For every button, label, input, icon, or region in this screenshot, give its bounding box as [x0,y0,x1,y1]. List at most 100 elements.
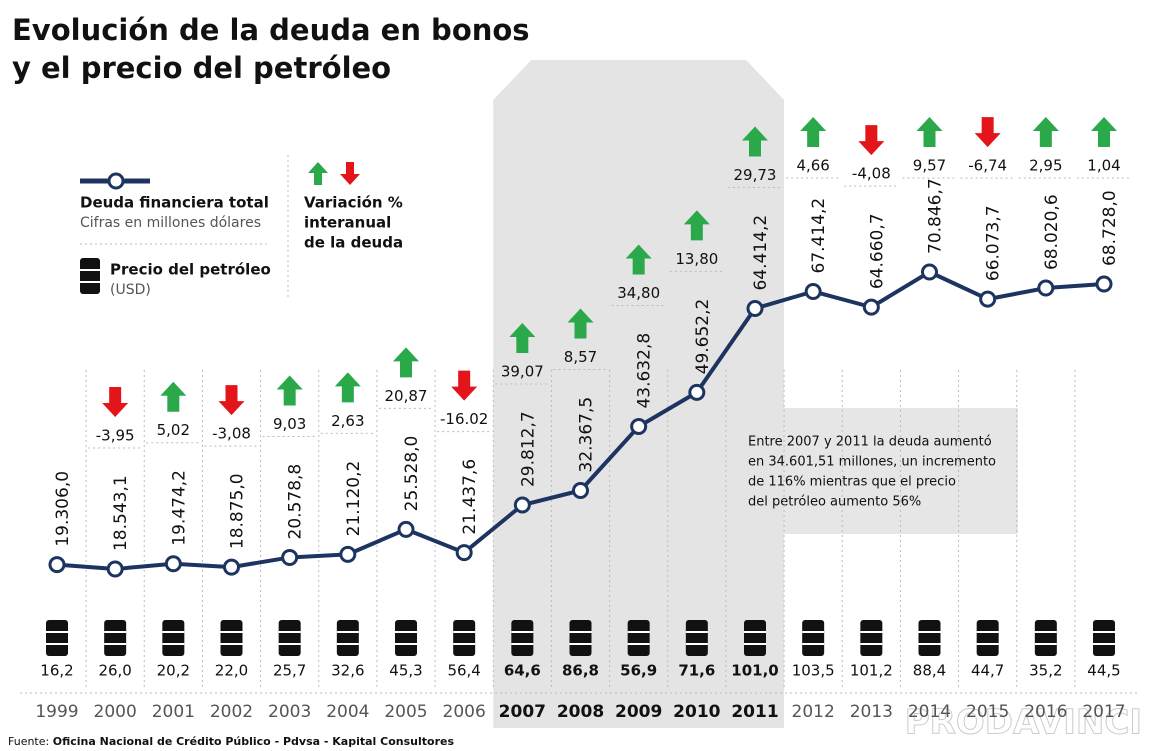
debt-point [630,418,648,436]
variation-arrow [160,381,187,412]
highlight-band [493,60,785,728]
legend-marker [107,172,125,190]
variation-label: 9,57 [913,157,946,175]
x-tick-label: 2001 [152,702,195,722]
x-tick-label: 1999 [35,702,78,722]
barrel-body [802,620,825,656]
variation-arrow [974,117,1001,148]
oil-price: 101,2 [850,662,893,680]
variation-label: 39,07 [501,363,544,381]
x-tick-label: 2015 [966,702,1009,722]
annotation: en 34.601,51 millones, un incremento [748,455,996,470]
barrel [627,620,650,656]
x-tick-label: 2013 [850,702,893,722]
x-tick-label: 2010 [673,702,720,722]
barrel [278,620,301,656]
barrel [918,620,941,656]
debt-label: 18.543,1 [111,475,131,551]
source-label: Fuente: [8,735,49,748]
variation-arrow [800,117,827,147]
variation-arrow [334,372,361,403]
variation-arrow [218,385,245,416]
debt-label: 21.120,2 [344,461,364,537]
x-tick-label: 2011 [731,702,778,722]
chart-title: y el precio del petróleo [12,51,391,85]
barrel [744,620,766,656]
barrel-body [744,620,766,656]
debt-label: 19.306,0 [53,471,73,547]
debt-label: 21.437,6 [460,459,480,535]
variation-label: 13,80 [675,250,718,268]
oil-price: 71,6 [678,662,715,680]
variation-arrow [1091,117,1117,147]
debt-label: 66.073,7 [984,205,1004,281]
x-tick-label: 2017 [1082,702,1125,722]
debt-label: 18.875,0 [228,473,248,549]
barrel-body [685,620,708,656]
variation-label: -3,95 [96,427,135,445]
variation-label: 2,63 [331,412,364,430]
debt-point [281,548,299,566]
debt-point [455,544,473,562]
source-text: Oficina Nacional de Crédito Público - Pd… [53,735,455,748]
variation-label: 34,80 [617,284,660,302]
debt-label: 19.474,2 [169,470,189,546]
legend: Deuda financiera total Cifras en millone… [80,155,403,300]
barrel [1093,620,1115,656]
variation-label: 8,57 [564,348,597,366]
debt-point [1037,279,1055,297]
source: Fuente: Oficina Nacional de Crédito Públ… [8,735,454,748]
x-tick-label: 2002 [210,702,253,722]
legend-label: Deuda financiera total [80,194,269,212]
debt-label: 70.846,7 [926,178,946,254]
x-tick-label: 2014 [908,702,951,722]
oil-price: 26,0 [98,662,131,680]
legend-up-arrow [308,162,328,185]
legend-label: de la deuda [304,234,403,252]
legend-sublabel: Cifras en millones dólares [80,215,261,231]
debt-label: 67.414,2 [809,198,829,274]
debt-label: 64.660,7 [867,213,887,289]
barrel [220,620,243,656]
barrel-body [511,620,534,656]
x-tick-label: 2009 [615,702,662,722]
barrel-body [1093,620,1115,656]
x-tick-label: 2006 [443,702,486,722]
barrel [976,620,999,656]
oil-price: 86,8 [562,662,599,680]
annotation-box [784,408,1018,534]
variation-arrow [451,370,478,401]
variation-arrow [683,210,710,241]
variation-arrow [625,244,652,275]
x-tick-label: 2004 [326,702,369,722]
legend-label: Variación % [304,194,403,212]
oil-price: 44,5 [1087,662,1120,680]
annotation: del petróleo aumento 56% [748,495,921,510]
legend-barrel [80,258,100,294]
debt-point [339,545,357,563]
barrel-body [46,620,68,656]
barrel-body [976,620,999,656]
variation-arrow [509,323,536,354]
barrel [104,620,127,656]
debt-point [164,555,182,573]
variation-arrow [1032,117,1059,147]
oil-price: 103,5 [792,662,835,680]
oil-price: 88,4 [913,662,946,680]
debt-label: 68.020,6 [1042,194,1062,270]
annotation: de 116% mientras que el precio [748,475,956,490]
barrel [162,620,185,656]
x-tick-label: 2016 [1024,702,1067,722]
variation-label: 29,73 [734,166,777,184]
oil-price: 16,2 [40,662,73,680]
barrel-body [220,620,243,656]
debt-point [513,496,531,514]
x-tick-label: 2000 [94,702,137,722]
barrel-body [918,620,941,656]
oil-price: 20,2 [157,662,190,680]
barrel [46,620,68,656]
oil-price: 45,3 [389,662,422,680]
barrel-body [1034,620,1057,656]
debt-point [397,520,415,538]
debt-point [979,290,997,308]
